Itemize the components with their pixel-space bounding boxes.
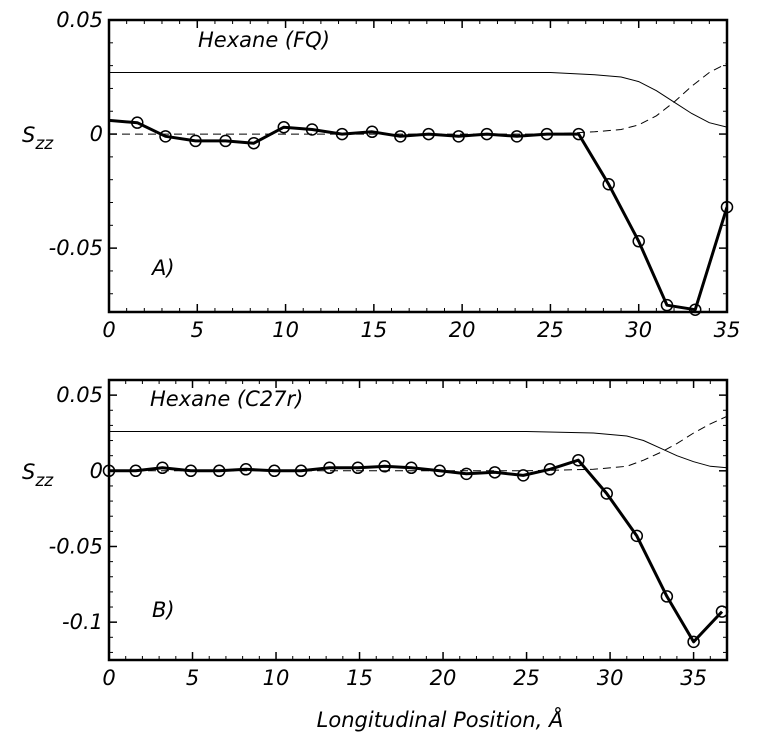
panel-a-ylabel-main: S	[22, 123, 35, 147]
panel-b-data-point	[630, 529, 644, 543]
panel-a-title: Hexane (FQ)	[198, 28, 330, 52]
panel-a-xtick-label: 0	[102, 318, 115, 342]
panel-b-data-point	[543, 463, 557, 476]
panel-a-xtick-label: 20	[449, 318, 476, 342]
panel-a-ylabel: Szz	[22, 123, 54, 154]
panel-a-data-point	[510, 130, 524, 143]
panel-a-data-point	[720, 200, 734, 214]
panel-b-data-point	[102, 464, 116, 478]
panel-b-xtick-label: 10	[263, 666, 290, 690]
panel-b-ticks	[108, 379, 728, 660]
panel-a-data-point	[572, 127, 585, 141]
panel-b-data-point	[433, 464, 446, 478]
panel-b-data-point	[488, 466, 502, 479]
panel-b-ylabel-main: S	[22, 460, 35, 484]
panel-a-xtick-label: 15	[360, 318, 387, 342]
panel-b-xtick-label: 0	[102, 666, 115, 690]
panel-a-ytick-label: -0.05	[49, 236, 103, 260]
panel-a-data-point	[247, 136, 261, 150]
panel-b-data-point	[129, 464, 142, 478]
panel-a-data-point	[540, 127, 554, 141]
panel-a-ticks	[108, 19, 728, 312]
panel-b-title: Hexane (C27r)	[150, 387, 303, 411]
panel-b-data-point	[516, 469, 530, 482]
panel-b-thin-dashed-curve	[109, 415, 727, 472]
panel-a-xtick-label: 30	[625, 318, 652, 342]
panel-b-data-point	[460, 467, 473, 481]
panel-b-data-point	[184, 464, 198, 478]
panel-b-data-point	[378, 460, 391, 473]
panel-b-data-point	[323, 461, 336, 475]
panel-b-data-point	[660, 590, 674, 603]
panel-a-data-point	[131, 116, 144, 129]
panel-a-data-point	[660, 298, 674, 312]
x-axis-title: Longitudinal Position, Å	[317, 706, 564, 732]
panel-b-data-point	[405, 461, 418, 475]
panel-a-data-point	[219, 134, 232, 148]
panel-b-data-point	[351, 461, 365, 475]
panel-b-thin-solid-curve	[109, 431, 727, 469]
panel-b-tick-labels: 0 5 10 15 20 25 30 35 0.05 0 -0.05 -0.1	[49, 383, 707, 690]
panel-a-data-point	[602, 178, 615, 191]
panel-a-data-point	[688, 303, 702, 316]
panel-a-xtick-label: 10	[272, 318, 299, 342]
panel-a-data-point	[159, 130, 172, 143]
panel-b-xtick-label: 25	[513, 666, 540, 690]
panel-a-curves	[109, 62, 727, 312]
panel-a-frame	[107, 18, 729, 314]
panel-b-data-point	[687, 635, 700, 649]
panel-a: 0 5 10 15 20 25 30 350.050-0.05 Hexane (FQ) A) …	[22, 8, 740, 342]
panel-a-data-line	[109, 118, 727, 312]
panel-b-label: B)	[152, 598, 175, 622]
panel-a-xtick-label: 5	[191, 318, 204, 342]
panel-a-xtick-label: 25	[537, 318, 564, 342]
panel-a-label: A)	[150, 256, 175, 280]
panel-b-frame	[107, 378, 729, 662]
panel-b-data-point	[715, 605, 729, 618]
panel-b-data-point	[239, 463, 253, 476]
panel-a-data-point	[365, 125, 379, 139]
panel-b-ytick-label: -0.05	[49, 534, 103, 558]
panel-a-data-point	[335, 127, 349, 141]
panel-b-xtick-label: 20	[430, 666, 457, 690]
panel-b-data-point	[268, 464, 281, 478]
panel-a-data-point	[305, 123, 319, 136]
panel-a-thin-solid-curve	[109, 72, 727, 128]
panel-b-data-line	[109, 458, 724, 644]
panel-b-ytick-label: 0.05	[56, 383, 103, 407]
panel-a-ytick-label: 0.05	[56, 8, 103, 32]
panel-b-data-point	[212, 464, 226, 478]
panel-a-data-point	[277, 120, 291, 134]
panel-a-thin-dashed-curve	[109, 62, 727, 135]
panel-a-ytick-label: 0	[90, 122, 103, 146]
panel-a-data-point	[452, 130, 465, 143]
panel-a-markers	[131, 116, 734, 316]
panel-a-ylabel-sub: zz	[34, 134, 54, 154]
panel-b-data-point	[294, 464, 308, 478]
panel-b-xtick-label: 5	[186, 666, 199, 690]
panel-a-xtick-label: 35	[714, 318, 741, 342]
panel-b-xtick-label: 35	[680, 666, 707, 690]
panel-b-xtick-label: 15	[346, 666, 373, 690]
panel-b-ylabel: Szz	[22, 460, 54, 491]
panel-a-data-point	[632, 235, 645, 248]
panel-a-data-point	[422, 127, 435, 141]
panel-b-markers	[102, 453, 729, 649]
panel-b-curves	[109, 415, 727, 644]
panel-a-data-point	[480, 127, 494, 141]
panel-b-ylabel-sub: zz	[34, 471, 54, 491]
panel-b-data-point	[572, 453, 585, 467]
panel-b: 0 5 10 15 20 25 30 35 0.05 0 -0.05 -0.1 Hexane (C27…	[22, 378, 729, 690]
panel-b-xtick-label: 30	[597, 666, 624, 690]
panel-b-data-point	[156, 461, 169, 475]
panel-a-tick-labels: 0 5 10 15 20 25 30 35 0.05 0 -0.05	[49, 8, 741, 342]
panel-b-ytick-label: -0.1	[62, 610, 103, 634]
panel-a-data-point	[394, 130, 407, 143]
panel-b-ytick-label: 0	[90, 459, 103, 483]
panel-b-data-point	[600, 487, 613, 500]
panel-a-data-point	[189, 134, 202, 148]
